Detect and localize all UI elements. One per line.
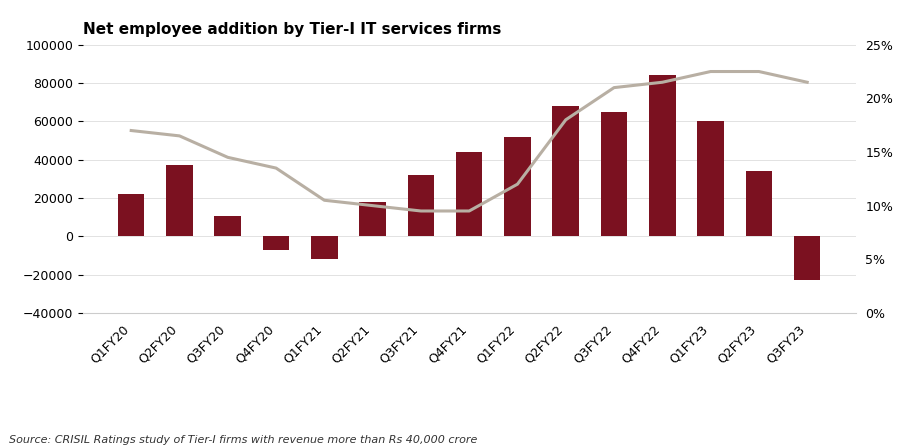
Text: Net employee addition by Tier-I IT services firms: Net employee addition by Tier-I IT servi… (83, 21, 501, 37)
Bar (600, 112, 627, 236)
Text: Source: CRISIL Ratings study of Tier-I firms with revenue more than Rs 40,000 cr: Source: CRISIL Ratings study of Tier-I f… (9, 434, 477, 444)
Bar (311, 236, 337, 259)
Bar (649, 76, 675, 236)
Bar (697, 121, 723, 236)
Bar (214, 216, 241, 236)
Bar (407, 175, 434, 236)
Bar (793, 236, 820, 280)
Bar (166, 165, 193, 236)
Bar (359, 202, 385, 236)
Bar (263, 236, 289, 250)
Bar (504, 137, 530, 236)
Bar (744, 171, 771, 236)
Bar (118, 194, 144, 236)
Bar (552, 106, 578, 236)
Bar (456, 152, 482, 236)
